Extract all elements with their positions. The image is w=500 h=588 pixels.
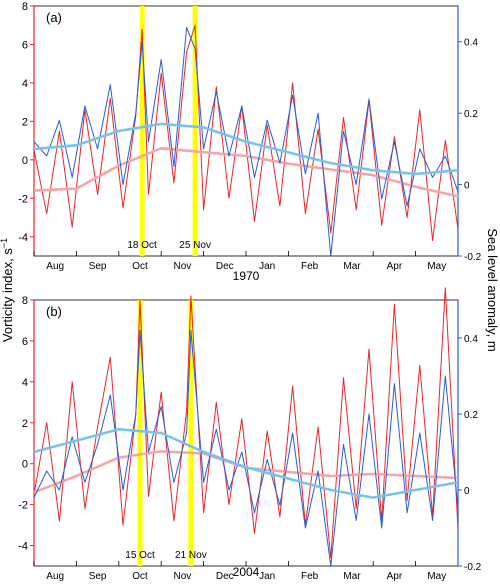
left-tick-label: 8 <box>22 295 28 307</box>
left-tick-label: 2 <box>22 116 28 128</box>
left-tick-label: -4 <box>18 541 28 553</box>
sea_level_smooth-series-line <box>33 427 459 499</box>
x-tick-label: Nov <box>174 261 192 272</box>
left-tick-label: -2 <box>18 193 28 205</box>
event-label: 25 Nov <box>179 240 211 251</box>
left-tick-label: 0 <box>22 155 28 167</box>
event-label: 21 Nov <box>175 550 207 561</box>
right-tick-label: 0.4 <box>464 334 478 345</box>
x-tick-label: Sep <box>89 261 107 272</box>
event-highlight-bar <box>137 300 143 566</box>
x-tick-label: May <box>427 571 446 582</box>
x-tick-label: Feb <box>301 261 319 272</box>
left-tick-label: 8 <box>22 1 28 13</box>
x-tick-label: Feb <box>301 571 319 582</box>
x-tick-label: Aug <box>46 571 64 582</box>
x-tick-label: Jan <box>259 261 275 272</box>
year-label: 1970 <box>233 269 260 283</box>
y-left-axis-label: Vorticity index, s−1 <box>0 238 15 342</box>
right-tick-label: 0.2 <box>464 410 478 421</box>
left-tick-label: 6 <box>22 39 28 51</box>
right-tick-label: -0.2 <box>464 252 482 263</box>
x-tick-label: Oct <box>132 571 148 582</box>
panel-label: (b) <box>46 304 62 319</box>
plot-frame <box>33 299 459 567</box>
event-highlight-bar <box>188 300 194 566</box>
x-tick-label: May <box>427 261 446 272</box>
vorticity-series-line <box>33 287 459 559</box>
left-tick-label: 0 <box>22 459 28 471</box>
left-tick-label: -4 <box>18 232 28 244</box>
x-tick-label: Dec <box>216 261 234 272</box>
left-tick-label: -2 <box>18 500 28 512</box>
x-tick-label: Nov <box>174 571 192 582</box>
x-tick-label: Dec <box>216 571 234 582</box>
event-label: 15 Oct <box>125 550 155 561</box>
vorticity-series-line <box>33 24 459 242</box>
right-tick-label: 0 <box>464 486 470 497</box>
right-tick-label: 0.2 <box>464 109 478 120</box>
event-highlight-bar <box>192 6 198 256</box>
right-tick-label: 0.4 <box>464 38 478 49</box>
right-tick-label: -0.2 <box>464 562 482 573</box>
left-tick-label: 4 <box>22 377 28 389</box>
panel-label: (a) <box>46 10 62 25</box>
sea_level-series-line <box>33 26 459 257</box>
event-highlight-bar <box>139 6 145 256</box>
panel-b: 8 6 4 2 0 -2 -4 0.4 0.2 0 -0.2 Aug Sep Oct Nov Dec Jan Fe… <box>18 287 482 582</box>
left-tick-label: 4 <box>22 78 28 90</box>
panel-a: 8 6 4 2 0 -2 -4 0.4 0.2 0 -0.2 Aug Sep Oct Nov Dec Jan Fe… <box>18 1 481 283</box>
left-tick-label: 2 <box>22 418 28 430</box>
x-tick-label: Oct <box>132 261 148 272</box>
sea_level_smooth-series-line <box>33 122 459 176</box>
x-tick-label: Sep <box>89 571 107 582</box>
x-tick-label: Apr <box>387 571 403 582</box>
x-tick-label: Mar <box>343 571 361 582</box>
left-tick-label: 6 <box>22 336 28 348</box>
event-label: 18 Oct <box>127 240 157 251</box>
x-tick-label: Apr <box>387 261 403 272</box>
year-label: 2004 <box>233 565 260 579</box>
x-tick-label: Aug <box>46 261 64 272</box>
y-right-axis-label: Sea level anomaly, m <box>485 228 500 351</box>
x-tick-label: Jan <box>259 571 275 582</box>
x-tick-label: Mar <box>343 261 361 272</box>
sea_level-series-line <box>33 329 459 567</box>
right-tick-label: 0 <box>464 181 470 192</box>
vorticity_smooth-series-line <box>33 147 459 198</box>
